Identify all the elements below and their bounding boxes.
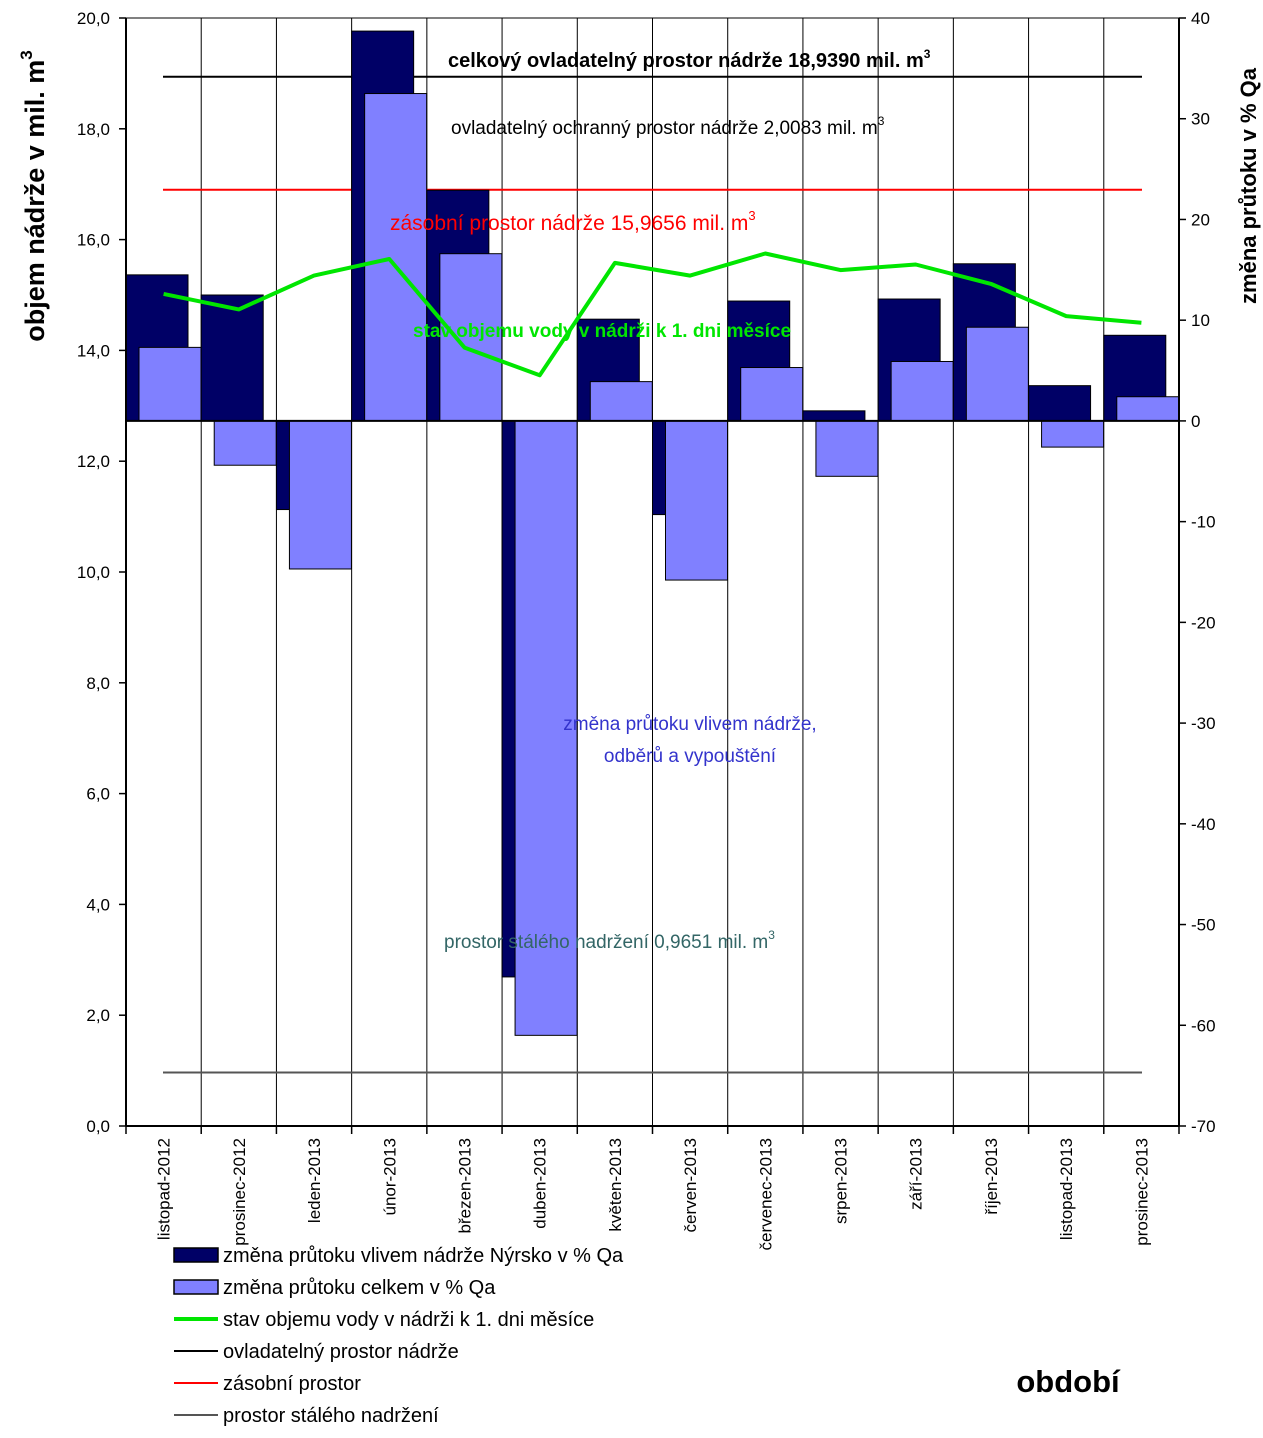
x-tick-label: březen-2013 xyxy=(456,1138,475,1233)
x-tick-label: červen-2013 xyxy=(681,1138,700,1233)
bar-total xyxy=(213,420,277,466)
bar-total xyxy=(965,326,1029,422)
right-axis-title: změna průtoku v % Qa xyxy=(1236,67,1261,304)
bar-total xyxy=(740,367,804,422)
annotation-total-space: celkový ovladatelný prostor nádrže 18,93… xyxy=(448,47,931,72)
ticks: 0,0 2,0 4,0 6,0 8,0 10,0 12,0 14,0 16,0 18,0 20,0 -… xyxy=(77,9,1216,1250)
bar-total xyxy=(1116,396,1180,422)
x-tick-label: listopad-2013 xyxy=(1057,1138,1076,1240)
left-tick-label: 18,0 xyxy=(77,120,110,139)
bar-total xyxy=(589,381,653,422)
bar-total xyxy=(514,420,578,1036)
x-tick-label: říjen-2013 xyxy=(982,1138,1001,1215)
legend-swatch xyxy=(173,1247,219,1263)
left-tick-label: 14,0 xyxy=(77,341,110,360)
right-tick-label: -30 xyxy=(1191,714,1216,733)
reference-lines xyxy=(163,75,1142,1074)
right-tick-label: 20 xyxy=(1191,210,1210,229)
bar-nyrsko xyxy=(802,410,866,422)
x-tick-label: červenec-2013 xyxy=(756,1138,775,1250)
bar-total xyxy=(890,360,954,422)
volume-line xyxy=(163,251,1142,378)
left-tick-label: 4,0 xyxy=(86,895,110,914)
series-line xyxy=(163,251,1142,378)
bars xyxy=(125,30,1180,1036)
bar-total xyxy=(138,346,202,422)
legend-label: ovladatelný prostor nádrže xyxy=(223,1341,459,1363)
right-tick-label: 30 xyxy=(1191,110,1210,129)
x-tick-label: prosinec-2012 xyxy=(230,1138,249,1246)
right-tick-label: -50 xyxy=(1191,916,1216,935)
bar-total xyxy=(364,93,428,422)
left-axis-title: objem nádrže v mil. m3 xyxy=(17,50,50,342)
bar-total xyxy=(288,420,352,570)
x-tick-label: duben-2013 xyxy=(531,1138,550,1229)
right-tick-label: 0 xyxy=(1191,412,1200,431)
left-tick-label: 2,0 xyxy=(86,1006,110,1025)
right-tick-label: -70 xyxy=(1191,1117,1216,1136)
legend-swatch xyxy=(173,1279,219,1295)
left-tick-label: 16,0 xyxy=(77,231,110,250)
x-tick-label: prosinec-2013 xyxy=(1132,1138,1151,1246)
x-axis-title: období xyxy=(1016,1364,1121,1399)
left-tick-label: 20,0 xyxy=(77,9,110,28)
x-tick-label: září-2013 xyxy=(907,1138,926,1210)
right-tick-label: 40 xyxy=(1191,9,1210,28)
right-tick-label: -60 xyxy=(1191,1016,1216,1035)
legend-label: změna průtoku celkem v % Qa xyxy=(223,1277,496,1299)
legend-label: stav objemu vody v nádrži k 1. dni měsíc… xyxy=(223,1309,594,1331)
left-tick-label: 0,0 xyxy=(86,1117,110,1136)
annotation-flood-space: ovladatelný ochranný prostor nádrže 2,00… xyxy=(451,114,885,139)
axis-labels: objem nádrže v mil. m3 změna průtoku v % … xyxy=(17,50,1261,342)
annotation-flow-change-2: odběrů a vypouštění xyxy=(604,746,777,767)
bar-total xyxy=(439,253,503,422)
left-tick-label: 8,0 xyxy=(86,674,110,693)
legend-label: prostor stálého nadržení xyxy=(223,1405,439,1427)
bar-total xyxy=(665,420,728,581)
left-tick-label: 6,0 xyxy=(86,785,110,804)
x-tick-label: leden-2013 xyxy=(305,1138,324,1223)
right-tick-label: -20 xyxy=(1191,613,1216,632)
bar-total xyxy=(815,420,879,477)
bar-nyrsko xyxy=(200,294,264,422)
left-tick-label: 10,0 xyxy=(77,563,110,582)
right-tick-label: -10 xyxy=(1191,513,1216,532)
annotation-permanent-space: prostor stálého nadržení 0,9651 mil. m3 xyxy=(444,928,775,953)
bar-total xyxy=(1041,420,1105,448)
legend-label: změna průtoku vlivem nádrže Nýrsko v % Q… xyxy=(223,1245,624,1267)
annotation-volume-state: stav objemu vody v nádrži k 1. dni měsíc… xyxy=(413,321,791,342)
legend: změna průtoku vlivem nádrže Nýrsko v % Q… xyxy=(173,1245,624,1427)
annotation-flow-change-1: změna průtoku vlivem nádrže, xyxy=(563,714,816,735)
x-tick-label: srpen-2013 xyxy=(832,1138,851,1224)
right-tick-label: 10 xyxy=(1191,311,1210,330)
x-tick-label: únor-2013 xyxy=(380,1138,399,1216)
x-tick-label: květen-2013 xyxy=(606,1138,625,1232)
x-tick-label: listopad-2012 xyxy=(155,1138,174,1240)
legend-label: zásobní prostor xyxy=(223,1373,361,1395)
right-tick-label: -40 xyxy=(1191,815,1216,834)
left-tick-label: 12,0 xyxy=(77,452,110,471)
annotation-storage-space: zásobní prostor nádrže 15,9656 mil. m3 xyxy=(390,208,756,235)
grid-lines xyxy=(125,17,1180,1127)
bar-nyrsko xyxy=(1028,385,1092,422)
